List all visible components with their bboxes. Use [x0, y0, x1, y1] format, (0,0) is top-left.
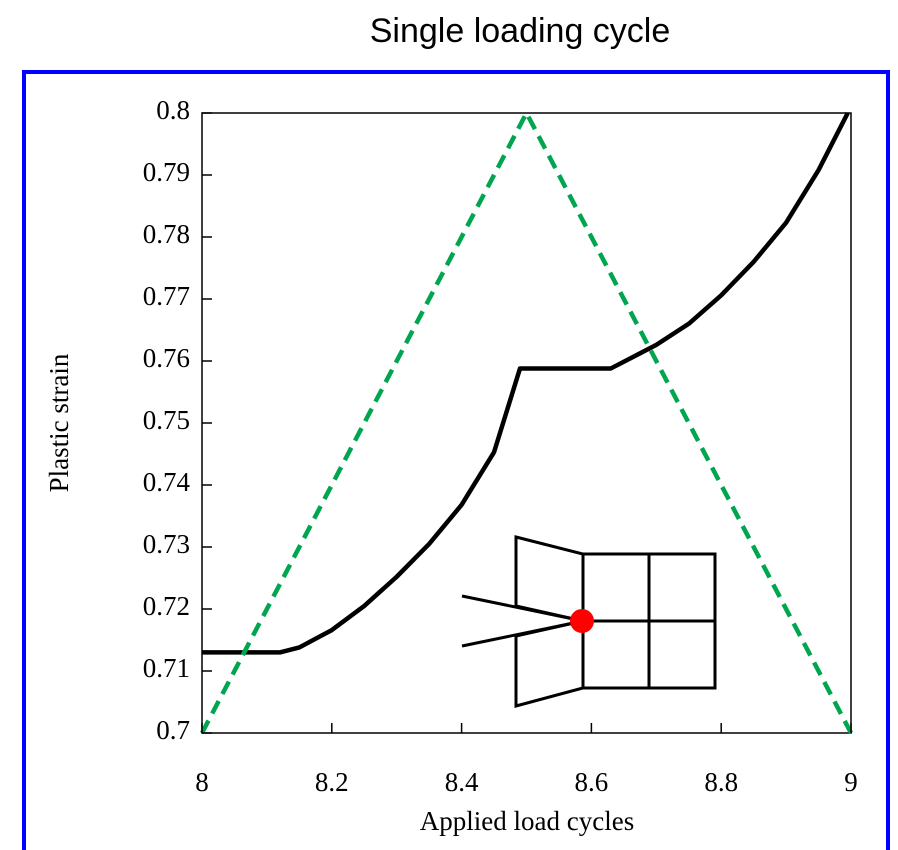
- x-tick-label: 9: [844, 767, 858, 797]
- y-tick-label: 0.76: [143, 343, 190, 373]
- y-tick-label: 0.8: [156, 95, 190, 125]
- load-line: [200, 110, 853, 735]
- chart-title: Single loading cycle: [370, 12, 671, 50]
- y-tick-label: 0.7: [156, 715, 190, 745]
- y-tick-label: 0.74: [143, 467, 191, 497]
- outer-frame: [22, 70, 890, 850]
- x-tick-label: 8.2: [315, 767, 349, 797]
- y-tick-label: 0.73: [143, 529, 190, 559]
- x-tick-label: 8.8: [704, 767, 738, 797]
- x-tick-label: 8: [195, 767, 209, 797]
- y-axis-label: Plastic strain: [44, 353, 74, 492]
- mesh-element: [647, 619, 717, 690]
- strain-line: [202, 111, 850, 655]
- x-axis-label: Applied load cycles: [420, 806, 634, 836]
- y-tick-label: 0.78: [143, 219, 190, 249]
- y-tick-label: 0.77: [143, 281, 190, 311]
- y-tick-label: 0.75: [143, 405, 190, 435]
- crack-face: [461, 594, 584, 623]
- plot-frame: [201, 112, 852, 734]
- x-tick-label: 8.4: [445, 767, 479, 797]
- x-tick-label: 8.6: [575, 767, 609, 797]
- y-tick-label: 0.79: [143, 157, 190, 187]
- y-tick-label: 0.71: [143, 653, 190, 683]
- crack-face: [461, 619, 584, 648]
- mesh-inset: [461, 535, 717, 708]
- y-tick-label: 0.72: [143, 591, 190, 621]
- mesh-element: [581, 619, 651, 690]
- crack-tip: [570, 609, 594, 633]
- mesh-element: [647, 552, 717, 623]
- mesh-element: [581, 552, 651, 623]
